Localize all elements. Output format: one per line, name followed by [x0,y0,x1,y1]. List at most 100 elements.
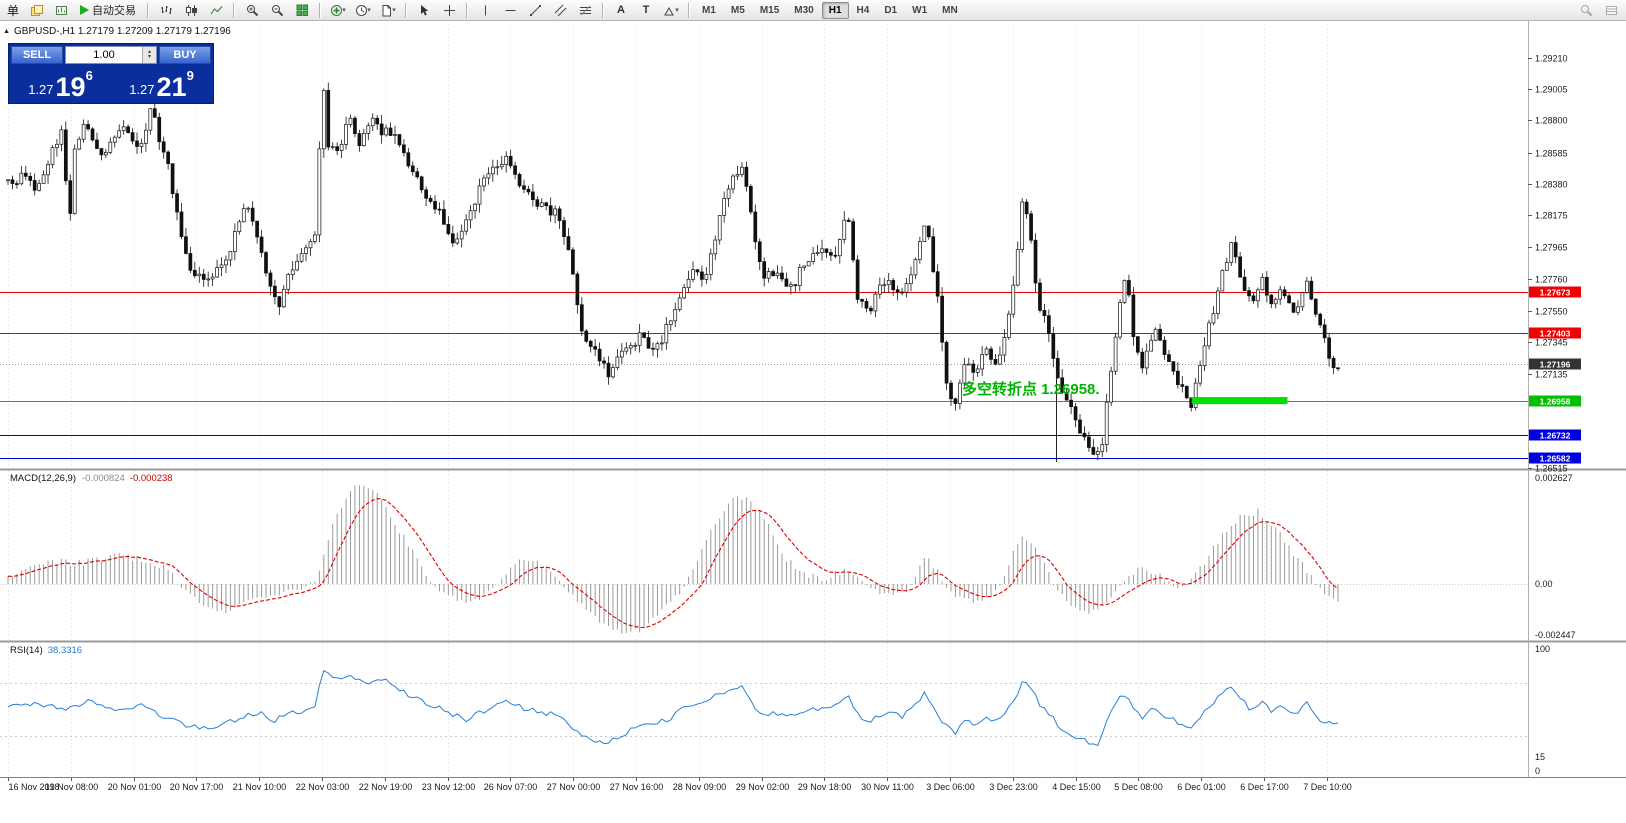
text-label-icon: T [642,3,650,16]
text-label-tool-button[interactable]: T [634,1,658,20]
text-tool-button[interactable]: A [609,1,633,20]
vertical-line-icon [484,5,486,15]
svg-text:1.28800: 1.28800 [1535,116,1568,126]
svg-text:1.27760: 1.27760 [1535,275,1568,285]
macd-main-value: -0.000824 [82,473,125,484]
horizontal-line-tool-button[interactable] [498,1,522,20]
shapes-icon [664,6,675,15]
new-order-button[interactable] [24,1,48,20]
bars-chart-icon [160,5,172,14]
chevron-down-icon: ▾ [367,7,371,14]
svg-text:28 Nov 09:00: 28 Nov 09:00 [673,782,727,792]
trendline-tool-button[interactable] [523,1,547,20]
horizontal-line-icon [505,9,516,11]
timeframe-m15-button[interactable]: M15 [759,4,780,16]
shapes-tool-button[interactable]: ▾ [659,1,683,20]
templates-button[interactable]: ▾ [376,1,400,20]
sell-button[interactable]: SELL [11,46,63,64]
svg-text:1.29210: 1.29210 [1535,54,1568,64]
tile-windows-button[interactable] [290,1,314,20]
svg-text:19 Nov 08:00: 19 Nov 08:00 [45,782,99,792]
macd-name: MACD(12,26,9) [10,473,76,484]
bars-chart-button[interactable] [154,1,178,20]
svg-text:6 Dec 17:00: 6 Dec 17:00 [1240,782,1289,792]
line-chart-button[interactable] [204,1,228,20]
timeframe-h4-button[interactable]: H4 [856,4,870,16]
data-window-icon [1605,5,1617,15]
chart-window-button[interactable] [49,1,73,20]
channel-icon [554,4,566,16]
svg-text:3 Dec 23:00: 3 Dec 23:00 [989,782,1038,792]
svg-text:1.29005: 1.29005 [1535,85,1568,95]
volume-stepper[interactable]: ▴ ▾ [142,47,156,63]
svg-text:26 Nov 07:00: 26 Nov 07:00 [484,782,538,792]
svg-text:15: 15 [1535,752,1545,762]
periods-button[interactable]: ▾ [351,1,375,20]
svg-text:1.27196: 1.27196 [1540,360,1571,370]
cursor-tool-button[interactable] [412,1,436,20]
timeframe-d1-button[interactable]: D1 [884,4,898,16]
svg-text:30 Nov 11:00: 30 Nov 11:00 [861,782,914,792]
volume-down-icon[interactable]: ▾ [147,54,151,60]
sell-price-button[interactable]: 1.27 19 6 [11,66,110,102]
buy-button[interactable]: BUY [159,46,211,64]
cursor-icon [420,4,428,15]
orders-menu-label[interactable]: 单 [7,3,20,18]
svg-text:0: 0 [1535,766,1540,776]
svg-text:1.26958: 1.26958 [1540,397,1571,407]
candles-chart-icon [185,4,197,16]
timeframe-h1-button[interactable]: H1 [821,1,849,19]
timeframe-m5-button[interactable]: M5 [730,4,745,16]
zoom-in-button[interactable] [240,1,264,20]
text-tool-icon: A [617,3,625,16]
svg-text:3 Dec 06:00: 3 Dec 06:00 [926,782,975,792]
autotrade-button[interactable]: 自动交易 [74,1,142,20]
chevron-down-icon: ▾ [392,7,396,14]
chevron-down-icon: ▾ [342,7,346,14]
search-button[interactable] [1574,1,1598,20]
trendline-icon [529,4,541,16]
timeframe-m1-button[interactable]: M1 [702,4,716,16]
tile-windows-icon [296,4,308,16]
buy-price-point: 9 [186,68,194,83]
zoom-out-button[interactable] [265,1,289,20]
svg-text:4 Dec 15:00: 4 Dec 15:00 [1052,782,1101,792]
timeframe-mn-button[interactable]: MN [942,4,958,16]
channel-tool-button[interactable] [548,1,572,20]
vertical-line-tool-button[interactable] [473,1,497,20]
volume-field[interactable]: 1.00 ▴ ▾ [65,46,157,64]
svg-text:22 Nov 03:00: 22 Nov 03:00 [296,782,350,792]
svg-text:1.27550: 1.27550 [1535,307,1568,317]
volume-up-icon[interactable]: ▴ [147,49,151,55]
svg-text:29 Nov 18:00: 29 Nov 18:00 [798,782,852,792]
crosshair-icon [443,4,455,16]
play-icon [80,5,90,15]
svg-text:1.27673: 1.27673 [1540,288,1571,298]
svg-text:1.27345: 1.27345 [1535,338,1568,348]
volume-value[interactable]: 1.00 [93,49,115,61]
crosshair-tool-button[interactable] [437,1,461,20]
timeframe-m30-button[interactable]: M30 [794,4,814,16]
svg-text:29 Nov 02:00: 29 Nov 02:00 [736,782,790,792]
one-click-trading-panel: SELL 1.00 ▴ ▾ BUY 1.27 19 6 1.27 21 9 [8,43,214,104]
svg-text:1.27135: 1.27135 [1535,370,1568,380]
pivot-annotation-text: 多空转折点 1.26958. [962,381,1100,398]
line-chart-icon [210,5,222,14]
data-window-button[interactable] [1599,1,1623,20]
svg-text:16 Nov 2018: 16 Nov 2018 [9,782,60,792]
timeframe-w1-button[interactable]: W1 [912,4,928,16]
zoom-out-icon [271,4,283,16]
toolbar-separator [319,2,322,18]
indicators-icon [331,4,343,16]
candles-chart-button[interactable] [179,1,203,20]
autotrade-label: 自动交易 [92,5,137,17]
buy-price-button[interactable]: 1.27 21 9 [112,66,211,101]
sell-price-pips: 19 [55,72,86,102]
svg-text:1.27403: 1.27403 [1540,329,1571,339]
fibonacci-tool-button[interactable] [573,1,597,20]
toolbar-separator [405,2,408,18]
indicators-button[interactable]: ▾ [326,1,350,20]
panel-collapse-triangle-icon[interactable]: ▲ [3,28,10,35]
